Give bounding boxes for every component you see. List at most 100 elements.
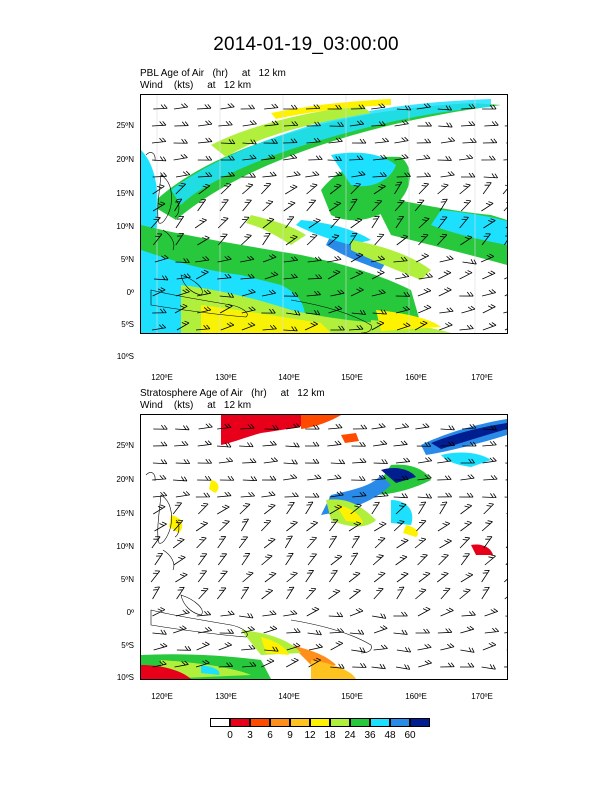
wind-barb (350, 217, 363, 229)
wind-barb (152, 660, 167, 668)
p1-lon-160e: 160ºE (405, 373, 427, 382)
wind-barb (482, 138, 498, 144)
wind-barb (352, 458, 367, 464)
wind-barb (394, 199, 405, 212)
wind-barb (198, 553, 208, 566)
wind-barb (240, 273, 255, 280)
wind-barb (393, 629, 408, 635)
wind-barb (261, 658, 275, 668)
wind-barb (262, 254, 277, 263)
wind-barb (374, 491, 389, 498)
wind-barb (462, 138, 477, 144)
wind-barb (176, 273, 191, 280)
wind-barb (198, 137, 213, 144)
wind-barb (414, 320, 428, 331)
wind-barb (286, 571, 298, 583)
wind-barb (504, 121, 507, 127)
wind-barb (371, 423, 386, 430)
wind-barb (330, 663, 345, 669)
wind-barb (217, 553, 228, 566)
wind-barb (415, 588, 427, 600)
wind-barb (351, 309, 367, 315)
stratosphere-age-map-graphics (141, 415, 507, 679)
wind-barb (242, 458, 257, 464)
wind-barb (241, 172, 256, 178)
wind-barb (283, 273, 298, 280)
wind-barb (173, 138, 188, 144)
wind-barb (503, 306, 507, 314)
wind-barb (220, 322, 235, 331)
wind-barb (372, 172, 387, 178)
wind-barb (418, 659, 432, 668)
wind-barb (217, 273, 232, 280)
wind-barb (459, 183, 471, 195)
wind-barb (328, 305, 343, 314)
wind-barb (416, 138, 432, 144)
wind-barb (174, 440, 189, 447)
p2-lon-140e: 140ºE (278, 692, 300, 701)
wind-barb (197, 155, 213, 161)
wind-barb (173, 519, 184, 532)
wind-barb (262, 324, 277, 331)
wind-barb (220, 103, 235, 110)
wind-barb (482, 493, 497, 499)
wind-barb (198, 120, 213, 127)
wind-barb (438, 122, 453, 128)
wind-barb (198, 502, 209, 515)
wind-barb (195, 324, 211, 331)
wind-barb (239, 503, 251, 515)
wind-barb (396, 306, 410, 314)
wind-barb (218, 570, 228, 583)
wind-barb (374, 233, 385, 246)
wind-barb (480, 253, 495, 263)
wind-barb (328, 423, 343, 430)
wind-barb (285, 442, 300, 448)
wind-barb (217, 255, 232, 263)
wind-barb (438, 216, 448, 229)
colorbar-swatch (310, 718, 330, 727)
wind-barb (461, 305, 476, 314)
wind-barb (348, 521, 362, 532)
wind-barb (220, 139, 236, 145)
wind-barb (418, 273, 433, 280)
wind-barb (483, 475, 498, 481)
wind-barb (394, 181, 403, 195)
wind-barb (220, 155, 235, 161)
wind-barb (417, 121, 432, 127)
wind-barb (327, 474, 342, 481)
wind-barb (504, 588, 507, 600)
wind-barb (328, 612, 344, 618)
p2-lon-150e: 150ºE (341, 692, 363, 701)
stratosphere-age-map (140, 414, 508, 680)
wind-barb (285, 235, 298, 246)
wind-barb (371, 501, 380, 515)
wind-barb (219, 303, 233, 314)
wind-barb (349, 325, 364, 331)
wind-barb (195, 256, 210, 263)
wind-barb (459, 662, 475, 668)
wind-barb (482, 182, 492, 195)
wind-barb (437, 183, 449, 195)
wind-barb (327, 440, 342, 447)
wind-barb (261, 308, 276, 314)
wind-barb (286, 310, 301, 316)
wind-barb (328, 137, 343, 144)
wind-barb (327, 255, 342, 263)
wind-barb (153, 424, 168, 430)
wind-barb (264, 103, 279, 110)
wind-barb (217, 536, 227, 549)
panel2-label-line2: Wind (kts) at 12 km (140, 400, 252, 411)
wind-barb (414, 199, 425, 212)
wind-barb (218, 662, 234, 668)
wind-barb (308, 218, 321, 229)
wind-barb (351, 138, 367, 144)
wind-barb (459, 291, 474, 297)
wind-barb (351, 475, 366, 481)
wind-barb (416, 172, 431, 178)
wind-barb (439, 321, 453, 331)
p1-lon-150e: 150ºE (341, 373, 363, 382)
wind-barb (264, 646, 279, 652)
p1-lat-5n: 5ºN (120, 255, 134, 264)
wind-barb (242, 183, 254, 195)
wind-barb (218, 457, 234, 464)
